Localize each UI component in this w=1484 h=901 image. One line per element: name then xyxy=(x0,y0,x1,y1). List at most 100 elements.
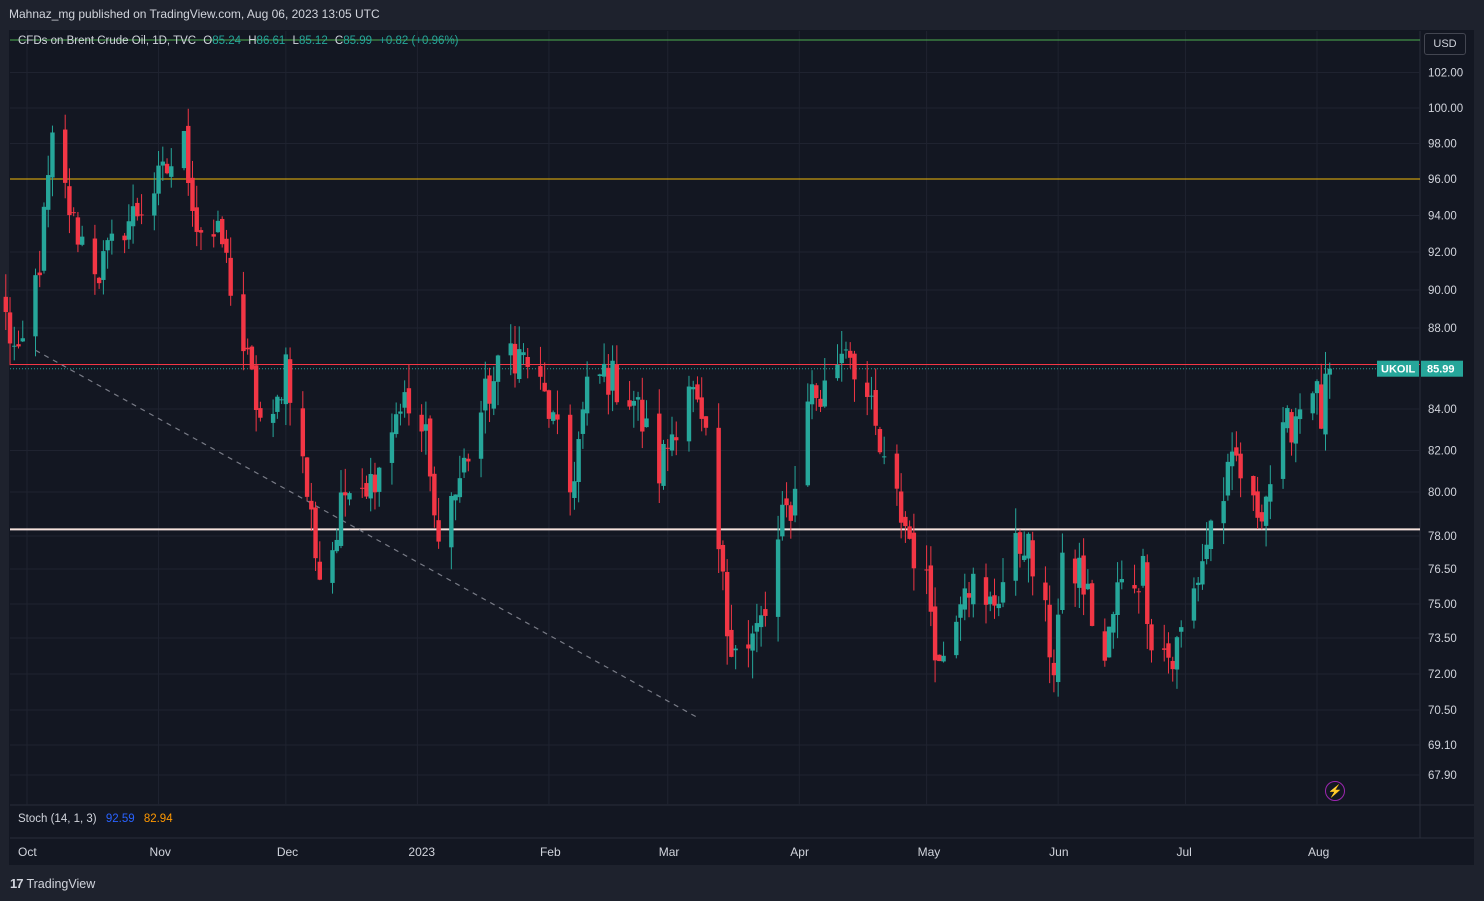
candle xyxy=(1293,407,1298,463)
candle-body xyxy=(109,233,115,241)
y-tick-label: 98.00 xyxy=(1428,139,1457,151)
candle-body xyxy=(775,539,781,617)
candle xyxy=(1111,611,1116,649)
candle xyxy=(1140,548,1146,588)
candle-body xyxy=(1115,582,1120,615)
candle xyxy=(330,541,335,594)
candle xyxy=(211,219,216,248)
candle-body xyxy=(686,386,692,442)
candle xyxy=(775,515,781,642)
candle xyxy=(432,466,437,528)
candle xyxy=(105,237,110,269)
lightning-icon[interactable]: ⚡ xyxy=(1325,781,1345,801)
candle-body xyxy=(360,487,365,489)
candle-body xyxy=(79,236,85,245)
candle xyxy=(406,364,412,426)
candle-body xyxy=(601,363,607,377)
candle-body xyxy=(283,354,289,405)
candle-body xyxy=(1263,496,1269,526)
candle xyxy=(542,362,547,392)
candle-body xyxy=(1234,447,1239,456)
candle-body xyxy=(406,388,412,414)
candle-body xyxy=(1221,501,1226,524)
tradingview-mark-icon: 17 xyxy=(10,876,24,891)
candle xyxy=(1268,465,1273,520)
candle-body xyxy=(12,345,17,347)
candle xyxy=(1221,477,1226,545)
candle xyxy=(907,520,912,540)
candles xyxy=(3,108,1332,697)
candle-body xyxy=(105,240,110,251)
candle xyxy=(1081,538,1086,616)
candle-body xyxy=(907,526,912,539)
candle-body xyxy=(198,230,204,233)
candle-body xyxy=(270,413,276,423)
candle-body xyxy=(1136,591,1141,593)
candle xyxy=(517,326,522,383)
candle xyxy=(279,397,284,405)
candle-body xyxy=(1051,662,1057,676)
candle-body xyxy=(1191,588,1197,621)
candle xyxy=(478,400,484,478)
candle-body xyxy=(135,202,140,217)
candle xyxy=(941,641,946,663)
candle-body xyxy=(1030,540,1035,577)
candle xyxy=(665,439,670,472)
candle xyxy=(988,591,993,612)
candle-body xyxy=(194,207,199,232)
candle xyxy=(746,620,751,668)
y-tick-label: 70.50 xyxy=(1428,705,1457,717)
candle-body xyxy=(1297,409,1303,420)
candle-body xyxy=(377,467,382,492)
candle-body xyxy=(606,367,611,395)
tradingview-wordmark: TradingView xyxy=(26,877,96,891)
candle xyxy=(657,389,662,503)
candle-body xyxy=(881,456,887,458)
candle-body xyxy=(584,376,590,414)
chart-frame[interactable] xyxy=(9,30,1474,865)
candle-body xyxy=(478,412,484,459)
candle-body xyxy=(330,550,335,583)
candle xyxy=(109,219,115,255)
candle-body xyxy=(640,399,645,432)
candle-body xyxy=(1327,368,1332,375)
candle-body xyxy=(724,571,730,637)
x-tick-label: Feb xyxy=(540,845,561,859)
candle xyxy=(130,184,136,244)
candle-body xyxy=(538,366,543,377)
candle-body xyxy=(164,163,170,174)
currency-button[interactable]: USD xyxy=(1424,33,1466,55)
candle-body xyxy=(1043,582,1048,601)
low-value: 85.12 xyxy=(298,35,328,47)
candle xyxy=(763,591,768,627)
candle xyxy=(1166,632,1171,674)
candle xyxy=(601,343,607,383)
x-tick-label: Mar xyxy=(659,845,680,859)
candle xyxy=(402,380,407,418)
candle-body xyxy=(703,416,709,428)
candle xyxy=(754,603,760,653)
candle-body xyxy=(398,411,403,414)
candle-body xyxy=(729,629,734,657)
candle xyxy=(1115,562,1120,639)
y-tick-label: 76.50 xyxy=(1428,564,1457,576)
candle xyxy=(864,361,870,416)
candle xyxy=(597,373,603,384)
candle xyxy=(457,455,463,503)
candle-body xyxy=(1166,643,1171,658)
candle-body xyxy=(20,338,25,342)
candle xyxy=(724,559,730,665)
candle xyxy=(1106,626,1112,658)
candle-body xyxy=(669,434,675,451)
x-tick-label: May xyxy=(918,845,941,859)
candle xyxy=(546,389,552,428)
candle-body xyxy=(427,418,433,477)
candle-body xyxy=(75,217,81,245)
candle xyxy=(309,482,314,532)
candle xyxy=(966,581,972,618)
candle-body xyxy=(932,606,938,661)
candle-body xyxy=(1195,582,1201,585)
candle xyxy=(508,324,513,376)
candle xyxy=(928,546,934,627)
